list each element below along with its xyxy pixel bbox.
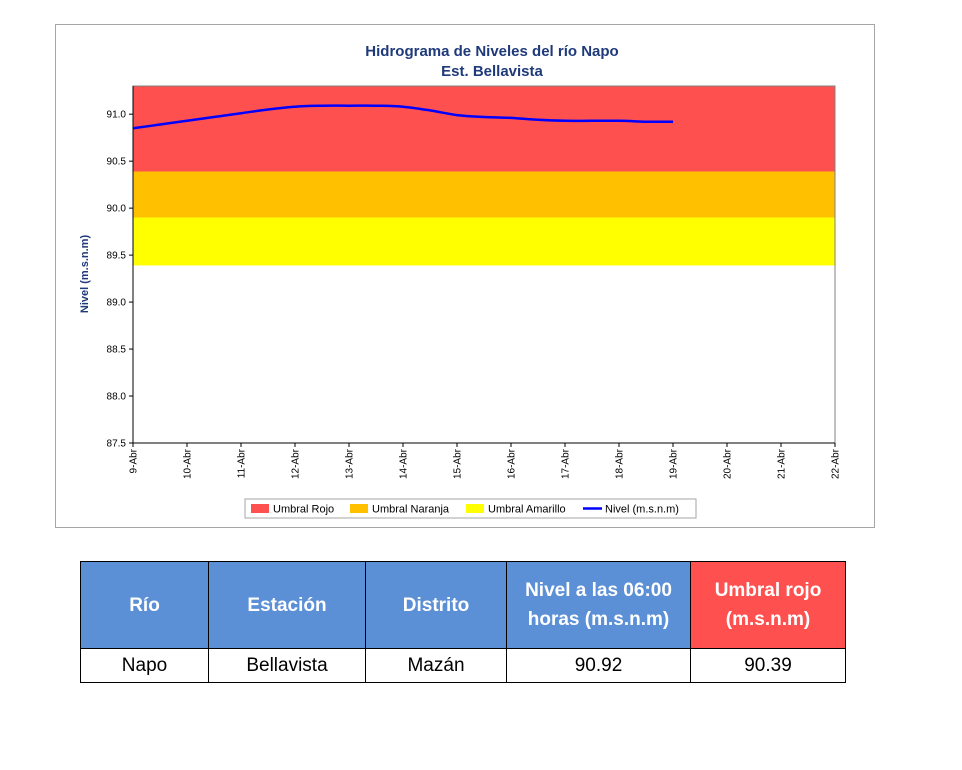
hydrograph-chart: Hidrograma de Niveles del río Napo Est. … <box>79 43 842 519</box>
chart-title: Hidrograma de Niveles del río Napo <box>365 43 618 60</box>
threshold-bands <box>133 86 835 266</box>
x-tick-label: 21-Abr <box>777 448 788 479</box>
cell-distrito: Mazán <box>365 648 507 683</box>
header-estacion: Estación <box>208 561 366 649</box>
chart-axes: 87.5 88.0 88.5 89.0 89.5 90.0 90.5 91.0 9-Abr 10-… <box>107 85 842 479</box>
y-tick-label: 90.5 <box>107 157 127 168</box>
cell-nivel: 90.92 <box>506 648 691 683</box>
header-distrito: Distrito <box>365 561 507 649</box>
x-tick-label: 15-Abr <box>453 448 464 479</box>
y-tick-label: 87.5 <box>107 439 127 450</box>
legend-swatch <box>350 504 368 513</box>
y-tick-label: 90.0 <box>107 204 127 215</box>
x-tick-label: 22-Abr <box>831 448 842 479</box>
legend-label: Umbral Rojo <box>273 504 334 516</box>
legend-label: Umbral Naranja <box>372 504 450 516</box>
band-umbral-amarillo <box>133 217 835 266</box>
chart-legend: Umbral Rojo Umbral Naranja Umbral Amarillo… <box>244 498 697 519</box>
header-rio: Río <box>80 561 209 649</box>
summary-table: Río Estación Distrito Nivel a las 06:00 … <box>80 561 846 683</box>
header-nivel: Nivel a las 06:00 horas (m.s.n.m) <box>506 561 691 649</box>
x-tick-label: 17-Abr <box>561 448 572 479</box>
x-tick-label: 13-Abr <box>345 448 356 479</box>
y-axis-label: Nivel (m.s.n.m) <box>79 235 91 314</box>
x-tick-label: 14-Abr <box>399 448 410 479</box>
band-umbral-rojo <box>133 86 835 172</box>
x-tick-label: 20-Abr <box>723 448 734 479</box>
legend-swatch <box>251 504 269 513</box>
legend-label: Umbral Amarillo <box>488 504 566 516</box>
y-tick-label: 89.5 <box>107 251 127 262</box>
y-tick-label: 88.0 <box>107 392 127 403</box>
x-tick-label: 11-Abr <box>237 448 248 478</box>
table-row: Napo Bellavista Mazán 90.92 90.39 <box>80 648 846 683</box>
x-tick-label: 19-Abr <box>669 448 680 479</box>
header-umbral-rojo: Umbral rojo (m.s.n.m) <box>690 561 846 649</box>
y-tick-label: 89.0 <box>107 298 127 309</box>
chart-container: Hidrograma de Niveles del río Napo Est. … <box>55 24 875 528</box>
y-tick-label: 88.5 <box>107 345 127 356</box>
cell-estacion: Bellavista <box>208 648 366 683</box>
chart-subtitle: Est. Bellavista <box>441 63 543 80</box>
cell-umbral-rojo: 90.39 <box>690 648 846 683</box>
x-tick-label: 9-Abr <box>129 448 140 473</box>
legend-label: Nivel (m.s.n.m) <box>605 504 679 516</box>
series-layer <box>132 104 674 130</box>
y-tick-label: 91.0 <box>107 110 127 121</box>
x-tick-label: 12-Abr <box>291 448 302 479</box>
series-line-nivel <box>132 104 674 130</box>
band-umbral-naranja <box>133 171 835 218</box>
cell-rio: Napo <box>80 648 209 683</box>
table-header-row: Río Estación Distrito Nivel a las 06:00 … <box>80 561 846 649</box>
x-tick-label: 16-Abr <box>507 448 518 479</box>
x-tick-label: 18-Abr <box>615 448 626 479</box>
legend-swatch <box>466 504 484 513</box>
x-tick-label: 10-Abr <box>183 448 194 479</box>
